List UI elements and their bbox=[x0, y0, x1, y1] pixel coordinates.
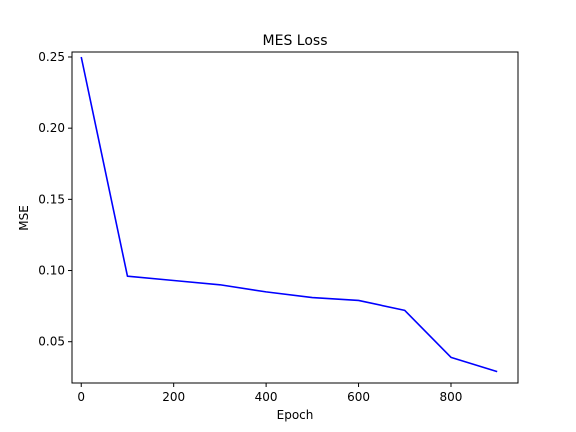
series-layer bbox=[80, 56, 498, 373]
x-tick-label: 200 bbox=[162, 390, 185, 404]
y-axis-ticks: 0.05 0.10 0.15 0.20 0.25 bbox=[38, 50, 72, 349]
x-axis-ticks: 0 200 400 600 800 bbox=[77, 383, 462, 404]
x-axis-label: Epoch bbox=[277, 408, 314, 422]
x-tick-label: 0 bbox=[77, 390, 85, 404]
series-line bbox=[80, 56, 498, 373]
y-tick-label: 0.10 bbox=[38, 264, 65, 278]
x-tick-label: 800 bbox=[440, 390, 463, 404]
y-axis-label: MSE bbox=[17, 205, 31, 231]
y-tick-label: 0.15 bbox=[38, 192, 65, 206]
x-tick-label: 400 bbox=[255, 390, 278, 404]
plot-area-frame bbox=[71, 51, 519, 384]
chart-title: MES Loss bbox=[263, 33, 328, 49]
y-tick-label: 0.20 bbox=[38, 121, 65, 135]
y-tick-label: 0.05 bbox=[38, 335, 65, 349]
y-tick-label: 0.25 bbox=[38, 50, 65, 64]
x-tick-label: 600 bbox=[347, 390, 370, 404]
